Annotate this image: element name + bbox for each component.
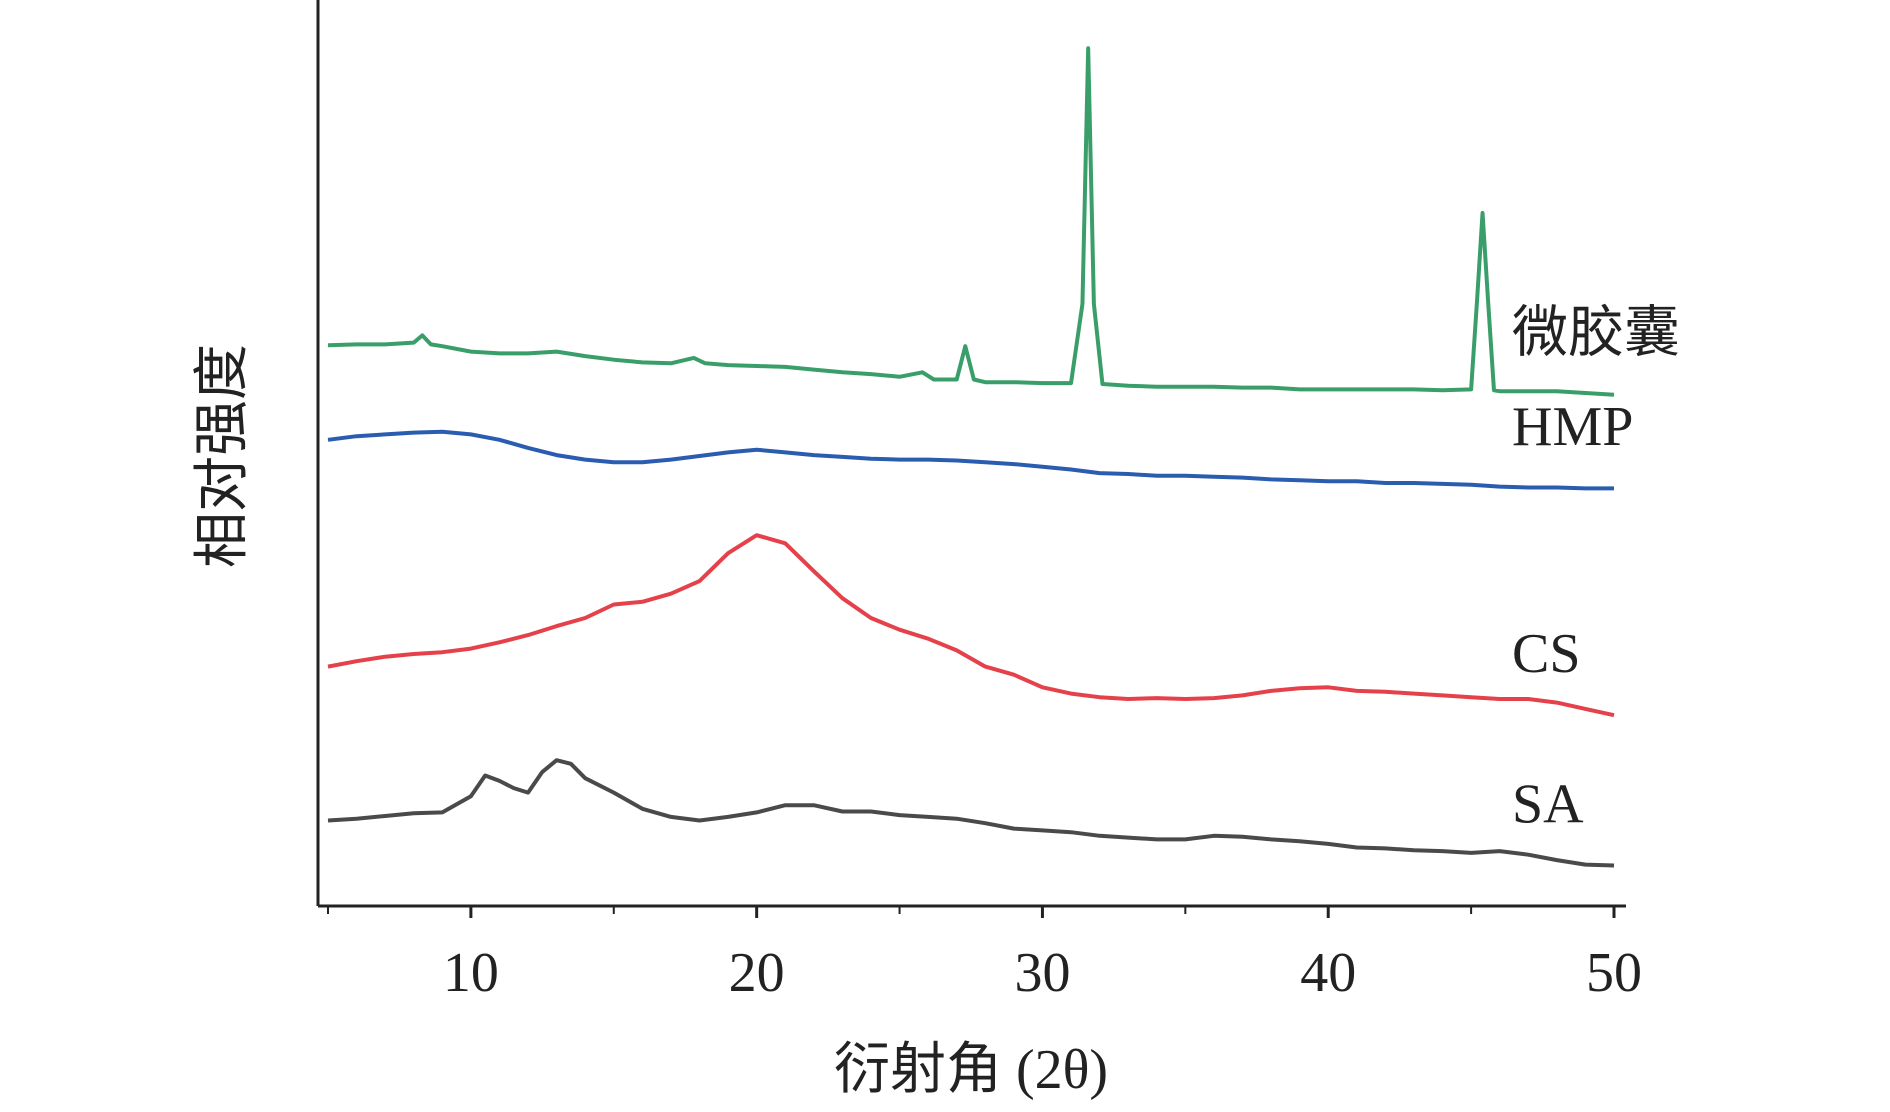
series-label: HMP — [1512, 396, 1633, 458]
x-tick-label: 50 — [1586, 942, 1642, 1004]
series-line — [327, 46, 1615, 397]
x-tick-label: 40 — [1300, 942, 1356, 1004]
series-line — [327, 758, 1615, 868]
series-label: SA — [1512, 773, 1584, 835]
x-axis-title: 衍射角 (2θ) — [834, 1039, 1108, 1101]
series-line — [327, 533, 1615, 718]
x-tick-label: 10 — [443, 942, 499, 1004]
series-line — [327, 429, 1614, 491]
y-axis-title: 相对强度 — [192, 344, 254, 568]
x-tick-label: 20 — [729, 942, 785, 1004]
series-label: CS — [1512, 623, 1581, 685]
x-tick-label: 30 — [1014, 942, 1070, 1004]
series-label: 微胶囊 — [1512, 303, 1680, 365]
